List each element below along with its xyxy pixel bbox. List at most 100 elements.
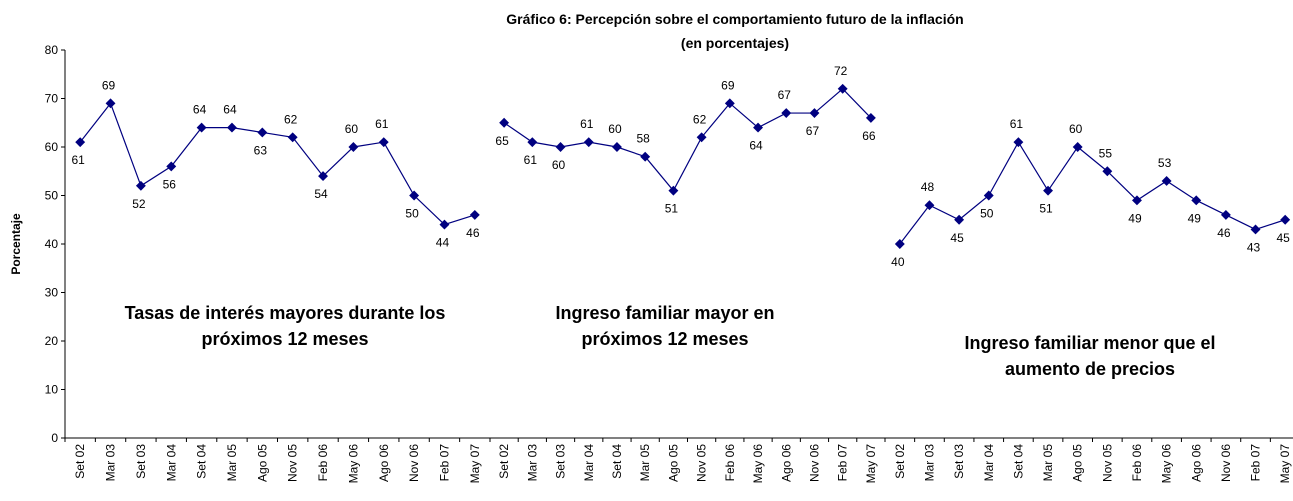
data-label: 62 xyxy=(693,112,707,126)
line xyxy=(503,87,872,192)
data-label: 66 xyxy=(862,129,876,143)
data-label: 64 xyxy=(223,103,237,117)
data-label: 50 xyxy=(980,207,994,221)
series-annotation: Tasas de interés mayores durante los pró… xyxy=(124,303,446,349)
x-tick-label: Ago 06 xyxy=(779,444,793,482)
marker xyxy=(612,142,622,152)
x-tick-label: Mar 03 xyxy=(525,444,539,482)
data-label: 43 xyxy=(1247,240,1261,254)
x-tick-label: Mar 03 xyxy=(104,444,118,482)
x-tick-label: Ago 05 xyxy=(255,444,269,482)
x-tick-label: Nov 06 xyxy=(1219,444,1233,482)
marker xyxy=(439,219,450,230)
marker xyxy=(105,98,116,109)
marker xyxy=(954,214,965,225)
marker xyxy=(166,161,177,172)
x-tick-label: Set 04 xyxy=(1011,444,1025,479)
data-label: 46 xyxy=(1217,226,1231,240)
x-tick-label: Feb 06 xyxy=(723,444,737,482)
marker xyxy=(1161,176,1172,186)
marker xyxy=(983,190,994,201)
data-label: 64 xyxy=(749,139,763,153)
x-tick-label: Set 04 xyxy=(195,444,209,479)
x-tick-label: Ago 05 xyxy=(666,444,680,482)
data-label: 48 xyxy=(921,180,935,194)
x-tick-label: Mar 05 xyxy=(638,444,652,482)
marker xyxy=(894,239,905,249)
marker xyxy=(196,122,207,133)
marker xyxy=(318,171,328,182)
marker xyxy=(1191,195,1202,206)
x-tick-label: Set 02 xyxy=(893,444,907,479)
data-label: 60 xyxy=(608,122,622,136)
marker xyxy=(1220,209,1231,220)
data-label: 67 xyxy=(806,124,820,138)
marker xyxy=(781,108,792,118)
marker xyxy=(287,132,298,143)
chart-title: Gráfico 6: Percepción sobre el comportam… xyxy=(506,11,963,27)
marker xyxy=(1102,166,1113,177)
x-tick-label: Mar 05 xyxy=(1041,444,1055,482)
data-label: 67 xyxy=(778,88,792,102)
x-tick-label: Mar 04 xyxy=(164,444,178,482)
marker xyxy=(75,137,86,148)
data-label: 53 xyxy=(1158,156,1172,170)
x-tick-label: Feb 06 xyxy=(1130,444,1144,482)
marker xyxy=(1013,137,1024,148)
x-tick-label: May 06 xyxy=(346,444,360,484)
marker xyxy=(499,117,510,128)
line xyxy=(79,102,476,226)
data-label: 72 xyxy=(834,64,848,78)
line xyxy=(899,140,1286,245)
data-label: 51 xyxy=(665,202,679,216)
data-label: 45 xyxy=(950,231,964,245)
data-label: 52 xyxy=(132,197,146,211)
marker xyxy=(527,137,538,148)
marker xyxy=(696,132,707,143)
data-label: 63 xyxy=(254,143,268,157)
marker xyxy=(837,83,848,94)
marker xyxy=(640,151,651,162)
x-tick-label: Mar 05 xyxy=(225,444,239,482)
marker xyxy=(583,137,594,148)
x-tick-label: Ago 06 xyxy=(377,444,391,482)
x-tick-label: Set 02 xyxy=(497,444,511,479)
y-tick-label: 70 xyxy=(45,92,59,106)
data-label: 69 xyxy=(721,78,735,92)
data-label: 61 xyxy=(71,153,85,167)
x-tick-label: Nov 05 xyxy=(286,444,300,482)
x-tick-label: Mar 04 xyxy=(982,444,996,482)
x-tick-label: Feb 07 xyxy=(1249,444,1263,482)
data-label: 58 xyxy=(636,132,650,146)
data-label: 49 xyxy=(1128,211,1142,225)
series-annotation: Ingreso familiar mayor en próximos 12 me… xyxy=(555,303,775,349)
marker xyxy=(809,108,820,118)
marker xyxy=(724,98,735,109)
data-label: 61 xyxy=(1010,117,1024,131)
x-tick-label: May 07 xyxy=(864,444,878,484)
marker xyxy=(1043,185,1053,196)
x-tick-label: Set 03 xyxy=(554,444,568,479)
x-tick-label: May 07 xyxy=(1278,444,1292,484)
data-label: 69 xyxy=(102,78,116,92)
data-label: 56 xyxy=(163,177,177,191)
y-tick-label: 80 xyxy=(45,43,59,57)
data-label: 45 xyxy=(1276,231,1290,245)
marker xyxy=(924,200,935,211)
y-tick-label: 0 xyxy=(51,431,58,445)
data-label: 46 xyxy=(466,226,480,240)
data-label: 60 xyxy=(345,122,359,136)
x-tick-label: Set 04 xyxy=(610,444,624,479)
y-tick-label: 60 xyxy=(45,140,59,154)
data-label: 61 xyxy=(580,117,594,131)
x-tick-label: Nov 05 xyxy=(695,444,709,482)
x-tick-label: Set 03 xyxy=(952,444,966,479)
x-tick-label: May 06 xyxy=(751,444,765,484)
marker xyxy=(348,142,359,152)
x-tick-label: Nov 06 xyxy=(807,444,821,482)
marker xyxy=(135,180,146,191)
y-tick-label: 20 xyxy=(45,334,59,348)
data-label: 65 xyxy=(495,134,509,148)
marker xyxy=(1132,195,1142,206)
